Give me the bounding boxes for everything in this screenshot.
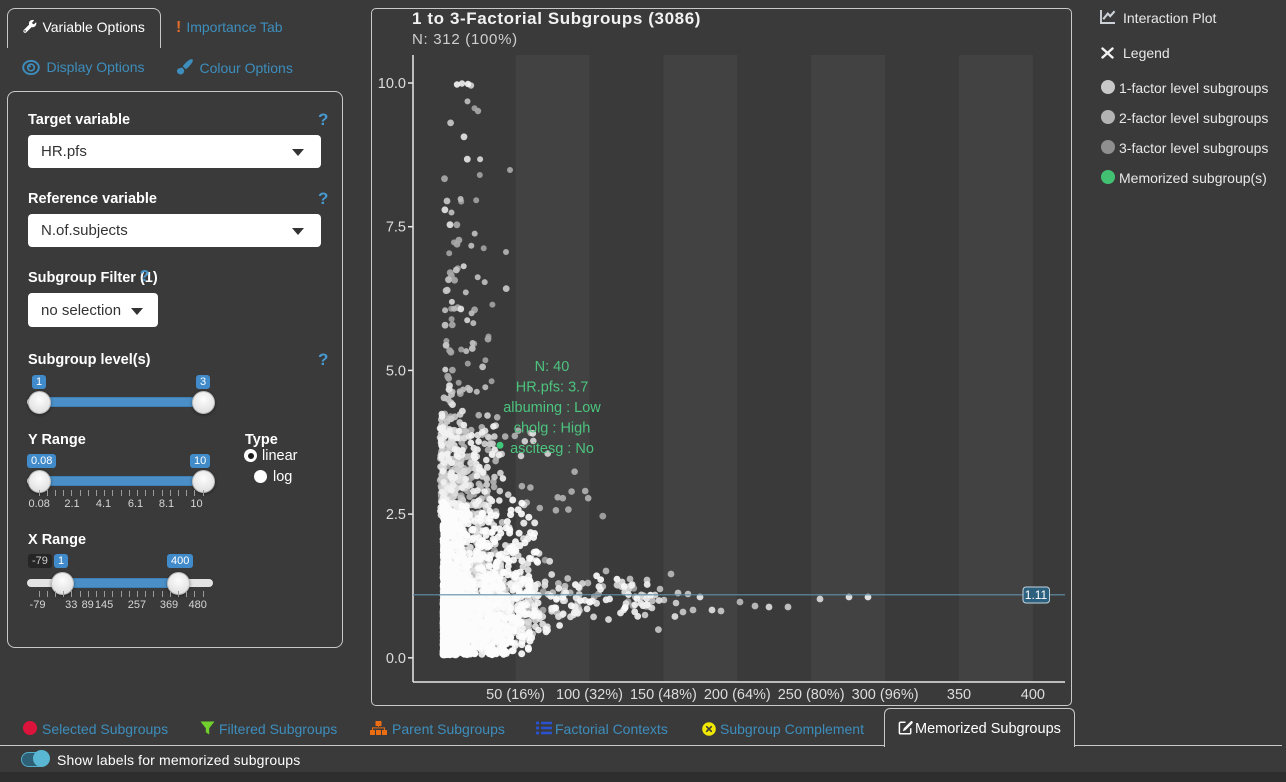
svg-text:200 (64%): 200 (64%) <box>704 687 771 703</box>
svg-text:1.11: 1.11 <box>1025 588 1048 602</box>
svg-text:100 (32%): 100 (32%) <box>556 687 623 703</box>
svg-text:50 (16%): 50 (16%) <box>486 687 545 703</box>
svg-text:HR.pfs: 3.7: HR.pfs: 3.7 <box>516 380 589 396</box>
svg-text:400: 400 <box>1021 687 1045 703</box>
svg-text:2.5: 2.5 <box>386 507 406 523</box>
svg-text:250 (80%): 250 (80%) <box>778 687 845 703</box>
svg-text:300 (96%): 300 (96%) <box>852 687 919 703</box>
svg-text:7.5: 7.5 <box>386 220 406 236</box>
svg-text:10.0: 10.0 <box>378 76 406 92</box>
svg-text:ascitesg : No: ascitesg : No <box>510 441 594 457</box>
svg-text:150 (48%): 150 (48%) <box>630 687 697 703</box>
svg-text:350: 350 <box>947 687 971 703</box>
svg-text:N: 40: N: 40 <box>535 359 570 375</box>
svg-text:albuming : Low: albuming : Low <box>503 400 601 416</box>
svg-text:5.0: 5.0 <box>386 363 406 379</box>
svg-text:0.0: 0.0 <box>386 651 406 667</box>
svg-text:cholg : High: cholg : High <box>514 421 591 437</box>
